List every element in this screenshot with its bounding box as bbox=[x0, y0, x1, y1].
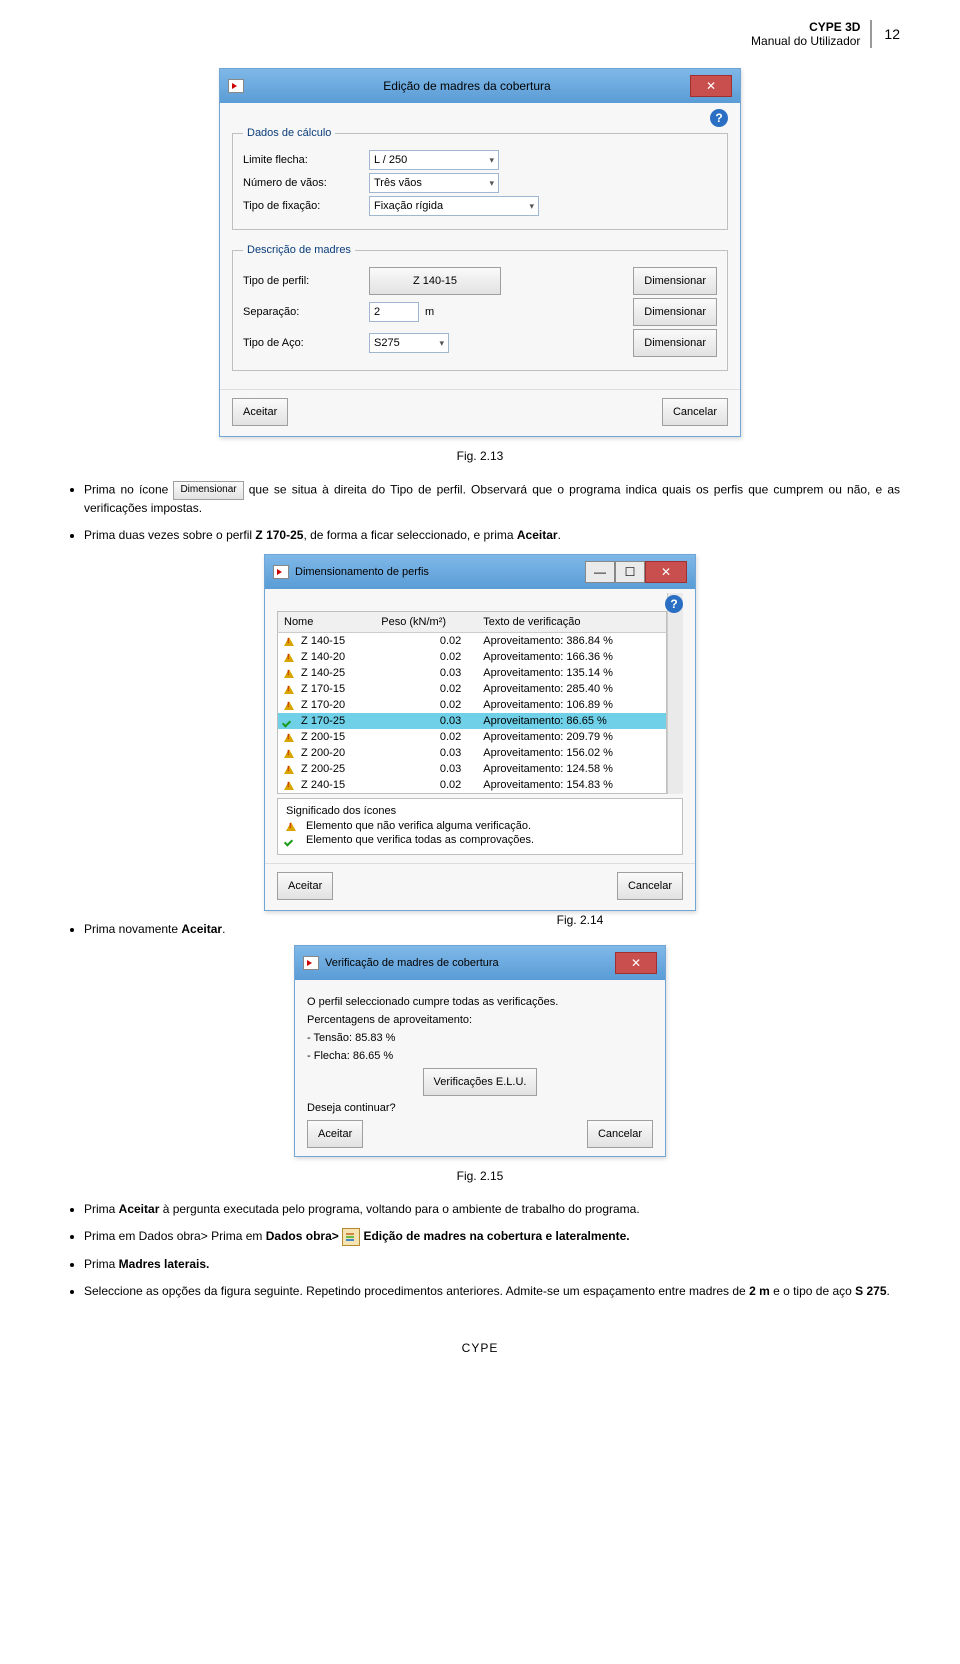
limite-flecha-select[interactable]: L / 250▾ bbox=[369, 150, 499, 170]
scrollbar[interactable]: ▴ bbox=[667, 593, 683, 794]
check-icon bbox=[284, 716, 294, 726]
doc-bullet-6: Prima Madres laterais. bbox=[84, 1256, 900, 1273]
warning-icon bbox=[284, 701, 294, 710]
dialog-edicao-madres: Edição de madres da cobertura ✕ ? Dados … bbox=[219, 68, 741, 437]
dimensionar-sep-button[interactable]: Dimensionar bbox=[633, 298, 717, 326]
warning-icon bbox=[284, 749, 294, 758]
verif-question: Deseja continuar? bbox=[307, 1102, 653, 1114]
app-icon bbox=[228, 79, 244, 93]
help-icon[interactable]: ? bbox=[710, 109, 728, 127]
tipo-fixacao-select[interactable]: Fixação rígida▾ bbox=[369, 196, 539, 216]
tipo-perfil-label: Tipo de perfil: bbox=[243, 275, 363, 287]
verif-flecha: - Flecha: 86.65 % bbox=[307, 1050, 653, 1062]
table-row[interactable]: Z 170-250.03Aproveitamento: 86.65 % bbox=[278, 713, 667, 729]
table-row[interactable]: Z 200-250.03Aproveitamento: 124.58 % bbox=[278, 761, 667, 777]
cancelar-button[interactable]: Cancelar bbox=[662, 398, 728, 426]
close-icon[interactable]: ✕ bbox=[645, 561, 687, 583]
icon-legend: Significado dos ícones Elemento que não … bbox=[277, 798, 683, 855]
warning-icon bbox=[286, 822, 296, 831]
separacao-unit: m bbox=[425, 306, 434, 318]
col-peso: Peso (kN/m²) bbox=[375, 612, 477, 633]
cancelar-button[interactable]: Cancelar bbox=[617, 872, 683, 900]
verif-line2: Percentagens de aproveitamento: bbox=[307, 1014, 653, 1026]
close-icon[interactable]: ✕ bbox=[690, 75, 732, 97]
aceitar-button[interactable]: Aceitar bbox=[232, 398, 288, 426]
table-row[interactable]: Z 170-150.02Aproveitamento: 285.40 % bbox=[278, 681, 667, 697]
app-icon bbox=[273, 565, 289, 579]
doc-bullet-1: Prima no ícone Dimensionar que se situa … bbox=[84, 481, 900, 517]
separacao-label: Separação: bbox=[243, 306, 363, 318]
numero-vaos-label: Número de vãos: bbox=[243, 177, 363, 189]
verif-tensao: - Tensão: 85.83 % bbox=[307, 1032, 653, 1044]
tipo-perfil-value[interactable]: Z 140-15 bbox=[369, 267, 501, 295]
minimize-icon[interactable]: — bbox=[585, 561, 615, 583]
warning-icon bbox=[284, 653, 294, 662]
figure-caption-3: Fig. 2.15 bbox=[60, 1169, 900, 1183]
page-number: 12 bbox=[884, 26, 900, 42]
header-title-1: CYPE 3D bbox=[751, 20, 860, 34]
fs1-legend: Dados de cálculo bbox=[243, 127, 335, 139]
cancelar-button[interactable]: Cancelar bbox=[587, 1120, 653, 1148]
tipo-fixacao-label: Tipo de fixação: bbox=[243, 200, 363, 212]
perfis-table: Nome Peso (kN/m²) Texto de verificação Z… bbox=[277, 611, 667, 794]
warning-icon bbox=[284, 637, 294, 646]
header-title-2: Manual do Utilizador bbox=[751, 34, 860, 48]
check-icon bbox=[286, 835, 296, 845]
table-row[interactable]: Z 170-200.02Aproveitamento: 106.89 % bbox=[278, 697, 667, 713]
page-header: CYPE 3D Manual do Utilizador 12 bbox=[60, 20, 900, 48]
table-row[interactable]: Z 200-150.02Aproveitamento: 209.79 % bbox=[278, 729, 667, 745]
tipo-aco-label: Tipo de Aço: bbox=[243, 337, 363, 349]
table-row[interactable]: Z 140-200.02Aproveitamento: 166.36 % bbox=[278, 649, 667, 665]
dialog2-title: Dimensionamento de perfis bbox=[295, 566, 429, 578]
dimensionar-aco-button[interactable]: Dimensionar bbox=[633, 329, 717, 357]
edicao-madres-icon bbox=[342, 1228, 360, 1246]
table-row[interactable]: Z 140-250.03Aproveitamento: 135.14 % bbox=[278, 665, 667, 681]
maximize-icon[interactable]: ☐ bbox=[615, 561, 645, 583]
app-icon bbox=[303, 956, 319, 970]
doc-bullet-2: Prima duas vezes sobre o perfil Z 170-25… bbox=[84, 527, 900, 544]
dialog-verificacao: Verificação de madres de cobertura ✕ O p… bbox=[294, 945, 666, 1157]
doc-bullet-5: Prima em Dados obra> Prima em Dados obra… bbox=[84, 1228, 900, 1246]
dialog-dimensionamento: Dimensionamento de perfis — ☐ ✕ ? Nome P… bbox=[264, 554, 696, 911]
close-icon[interactable]: ✕ bbox=[615, 952, 657, 974]
verif-line1: O perfil seleccionado cumpre todas as ve… bbox=[307, 996, 653, 1008]
figure-caption-2: Fig. 2.14 bbox=[260, 913, 900, 927]
separacao-input[interactable] bbox=[369, 302, 419, 322]
warning-icon bbox=[284, 669, 294, 678]
tipo-aco-select[interactable]: S275▾ bbox=[369, 333, 449, 353]
footer-brand: CYPE bbox=[60, 1341, 900, 1355]
aceitar-button[interactable]: Aceitar bbox=[277, 872, 333, 900]
doc-bullet-7: Seleccione as opções da figura seguinte.… bbox=[84, 1283, 900, 1300]
table-row[interactable]: Z 140-150.02Aproveitamento: 386.84 % bbox=[278, 633, 667, 650]
dialog3-title: Verificação de madres de cobertura bbox=[325, 957, 499, 969]
limite-flecha-label: Limite flecha: bbox=[243, 154, 363, 166]
verificacoes-elu-button[interactable]: Verificações E.L.U. bbox=[423, 1068, 538, 1096]
table-row[interactable]: Z 200-200.03Aproveitamento: 156.02 % bbox=[278, 745, 667, 761]
warning-icon bbox=[284, 781, 294, 790]
dimensionar-inline-icon: Dimensionar bbox=[173, 481, 243, 500]
col-nome: Nome bbox=[278, 612, 376, 633]
col-texto: Texto de verificação bbox=[477, 612, 666, 633]
fieldset-dados-calculo: Dados de cálculo Limite flecha: L / 250▾… bbox=[232, 127, 728, 230]
fieldset-descricao-madres: Descrição de madres Tipo de perfil: Z 14… bbox=[232, 244, 728, 371]
warning-icon bbox=[284, 685, 294, 694]
table-row[interactable]: Z 240-150.02Aproveitamento: 154.83 % bbox=[278, 777, 667, 794]
dimensionar-perfil-button[interactable]: Dimensionar bbox=[633, 267, 717, 295]
warning-icon bbox=[284, 765, 294, 774]
dialog1-title: Edição de madres da cobertura bbox=[244, 79, 690, 93]
aceitar-button[interactable]: Aceitar bbox=[307, 1120, 363, 1148]
numero-vaos-select[interactable]: Três vãos▾ bbox=[369, 173, 499, 193]
doc-bullet-4: Prima Aceitar à pergunta executada pelo … bbox=[84, 1201, 900, 1218]
figure-caption-1: Fig. 2.13 bbox=[60, 449, 900, 463]
warning-icon bbox=[284, 733, 294, 742]
fs2-legend: Descrição de madres bbox=[243, 244, 355, 256]
